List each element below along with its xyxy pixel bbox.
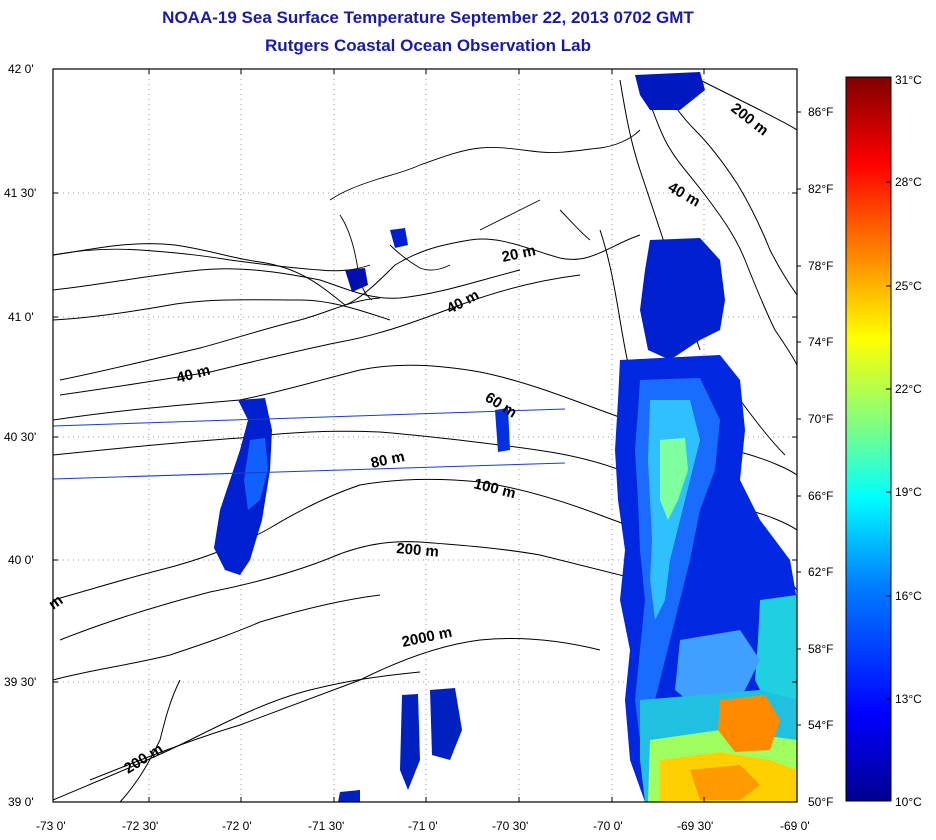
latitude-labels: 42 0' 41 30' 41 0' 40 30' 40 0' 39 30' 3… [4, 62, 36, 809]
lon-tick-label: -69 0' [780, 819, 810, 833]
longitude-labels: -73 0' -72 30' -72 0' -71 30' -71 0' -70… [36, 819, 810, 833]
f-tick-label: 66°F [808, 489, 833, 503]
map-frame [52, 68, 798, 803]
contour-label: 40 m [665, 179, 703, 211]
lon-tick-label: -70 0' [593, 819, 623, 833]
axis-ticks [53, 68, 797, 802]
f-tick-label: 62°F [808, 565, 833, 579]
c-tick-label: 19°C [895, 485, 922, 499]
colorbar-gradient [845, 76, 892, 802]
c-tick-label: 31°C [895, 73, 922, 87]
fahrenheit-labels: 86°F 82°F 78°F 74°F 70°F 66°F 62°F 58°F … [797, 105, 833, 809]
c-tick-label: 22°C [895, 382, 922, 396]
colorbar: 31°C 28°C 25°C 22°C 19°C 16°C 13°C 10°C [845, 73, 922, 809]
lat-tick-label: 41 30' [4, 186, 36, 200]
transect-lines [53, 408, 566, 480]
lat-tick-label: 40 30' [4, 430, 36, 444]
map-title: NOAA-19 Sea Surface Temperature Septembe… [162, 8, 694, 27]
map-subtitle: Rutgers Coastal Ocean Observation Lab [265, 36, 591, 55]
contour-label: 20 m [500, 242, 537, 266]
lat-tick-label: 40 0' [8, 553, 34, 567]
lon-tick-label: -71 30' [308, 819, 344, 833]
lon-tick-label: -73 0' [36, 819, 66, 833]
lon-tick-label: -71 0' [408, 819, 438, 833]
contour-label: 80 m [369, 448, 406, 472]
lon-tick-label: -70 30' [492, 819, 528, 833]
c-tick-label: 16°C [895, 589, 922, 603]
f-tick-label: 78°F [808, 259, 833, 273]
lat-tick-label: 42 0' [8, 62, 34, 76]
lat-tick-label: 39 0' [8, 795, 34, 809]
f-tick-label: 54°F [808, 718, 833, 732]
f-tick-label: 74°F [808, 335, 833, 349]
c-tick-label: 10°C [895, 795, 922, 809]
contour-label: 200 m [728, 100, 772, 140]
f-tick-label: 70°F [808, 412, 833, 426]
bathymetry-contours [53, 79, 797, 802]
contour-label: 40 m [444, 286, 482, 317]
sst-pixels [214, 72, 797, 802]
f-tick-label: 50°F [808, 795, 833, 809]
lon-tick-label: -72 30' [122, 819, 158, 833]
lon-tick-label: -72 0' [222, 819, 252, 833]
contour-label: 40 m [175, 362, 212, 387]
lat-tick-label: 39 30' [4, 675, 36, 689]
f-tick-label: 86°F [808, 105, 833, 119]
f-tick-label: 58°F [808, 642, 833, 656]
lon-tick-label: -69 30' [677, 819, 713, 833]
contour-label: 200 m [396, 540, 440, 561]
c-tick-label: 13°C [895, 692, 922, 706]
lat-tick-label: 41 0' [8, 310, 34, 324]
contour-label: 100 m [472, 475, 517, 502]
c-tick-label: 25°C [895, 279, 922, 293]
f-tick-label: 82°F [808, 182, 833, 196]
c-tick-label: 28°C [895, 175, 922, 189]
contour-label: 200 m [121, 740, 166, 777]
contour-label: m [46, 592, 67, 614]
